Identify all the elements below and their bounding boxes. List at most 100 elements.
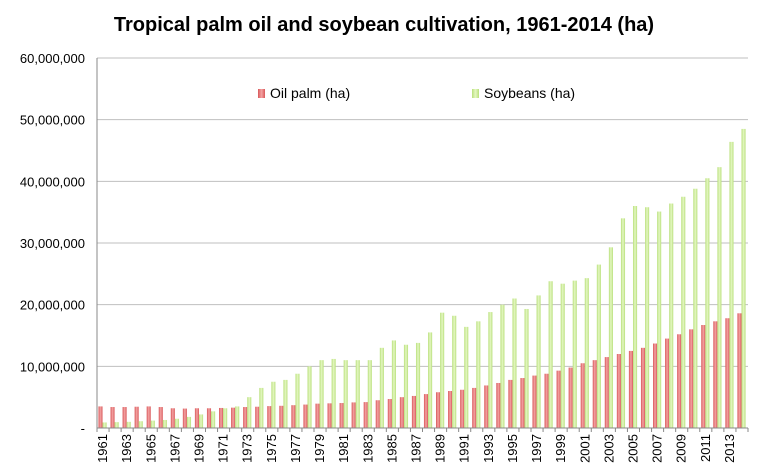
x-tick-label: 1985 [384, 434, 399, 463]
x-tick-label: 1979 [312, 434, 327, 463]
bar-oil-palm [303, 404, 308, 428]
bar-soybeans [669, 203, 674, 428]
x-tick-label: 1981 [336, 434, 351, 463]
bar-oil-palm [556, 370, 561, 428]
bar-soybeans [367, 360, 372, 428]
y-tick-label: 40,000,000 [20, 174, 85, 189]
bar-soybeans [572, 280, 577, 428]
x-tick-label: 1973 [240, 434, 255, 463]
bar-soybeans [657, 211, 662, 428]
x-tick-label: 1961 [95, 434, 110, 463]
bar-soybeans [500, 304, 505, 428]
bar-oil-palm [327, 403, 332, 428]
bar-oil-palm [653, 343, 658, 428]
x-tick-label: 1969 [191, 434, 206, 463]
x-tick-label: 2009 [674, 434, 689, 463]
bar-soybeans [620, 218, 626, 428]
bar-oil-palm [508, 379, 513, 428]
bar-oil-palm [677, 334, 682, 428]
x-tick-label: 1987 [408, 434, 423, 463]
bar-oil-palm [291, 405, 296, 428]
bar-oil-palm [592, 360, 597, 428]
x-tick-label: 1983 [360, 434, 375, 463]
bar-oil-palm [725, 318, 730, 428]
legend-label-oil-palm: Oil palm (ha) [270, 85, 350, 101]
bar-soybeans [488, 312, 493, 428]
bar-oil-palm [472, 387, 477, 428]
bar-soybeans [476, 321, 481, 428]
x-tick-label: 2003 [601, 434, 616, 463]
bar-soybeans [452, 315, 457, 428]
bar-soybeans [632, 206, 638, 428]
bar-soybeans [560, 283, 565, 428]
bar-soybeans [235, 406, 240, 428]
bar-oil-palm [146, 406, 151, 428]
x-axis: 1961 1963 1965 1967 1969 1971 1973 1975 1977 1979… [95, 427, 749, 463]
bar-oil-palm [460, 389, 465, 428]
bar-soybeans [307, 366, 312, 428]
y-axis: - 10,000,000 20,000,000 30,000,000 40,000,00… [20, 51, 98, 436]
bar-oil-palm [580, 363, 585, 428]
bar-soybeans [729, 141, 734, 428]
bar-soybeans [174, 418, 179, 428]
y-tick-label: 20,000,000 [20, 298, 85, 313]
bar-oil-palm [206, 408, 212, 428]
bar-oil-palm [363, 402, 368, 428]
y-tick-label: 50,000,000 [20, 113, 85, 128]
legend-label-soybeans: Soybeans (ha) [484, 85, 575, 101]
bar-oil-palm [520, 378, 525, 428]
x-tick-label: 2013 [722, 434, 737, 463]
bar-oil-palm [640, 347, 646, 428]
bar-soybeans [548, 281, 553, 428]
x-tick-label: 1989 [433, 434, 448, 463]
bar-oil-palm [436, 392, 441, 428]
bar-oil-palm [98, 406, 103, 428]
bar-soybeans [440, 312, 445, 428]
bar-soybeans [681, 196, 686, 428]
bar-soybeans [391, 340, 396, 428]
bar-oil-palm [122, 407, 127, 428]
bar-soybeans [428, 332, 433, 428]
bar-oil-palm [255, 406, 260, 428]
y-tick-label: 60,000,000 [20, 51, 85, 66]
bar-soybeans [536, 295, 541, 428]
bar-soybeans [717, 167, 722, 428]
bar-soybeans [223, 408, 228, 428]
bar-oil-palm [351, 402, 356, 428]
bar-soybeans [114, 422, 119, 428]
bar-soybeans [379, 347, 384, 428]
bar-oil-palm [701, 325, 706, 428]
x-tick-label: 1995 [505, 434, 520, 463]
x-tick-label: 1991 [457, 434, 472, 463]
bar-oil-palm [279, 405, 284, 428]
x-tick-label: 2005 [625, 434, 640, 463]
bar-oil-palm [616, 354, 621, 428]
bar-oil-palm [387, 399, 392, 428]
bar-oil-palm [532, 375, 537, 428]
x-tick-label: 1971 [216, 434, 231, 463]
bar-oil-palm [689, 329, 694, 428]
gridlines [97, 57, 748, 429]
bar-oil-palm [134, 406, 139, 428]
bar-soybeans [247, 397, 252, 428]
bar-soybeans [138, 421, 143, 428]
y-tick-label: 30,000,000 [20, 236, 85, 251]
bar-soybeans [259, 387, 264, 428]
legend-swatch-soybeans [472, 89, 479, 98]
bar-oil-palm [219, 407, 224, 428]
bar-soybeans [524, 308, 529, 428]
bar-soybeans [705, 178, 710, 428]
bar-soybeans [319, 360, 324, 428]
bar-oil-palm [194, 408, 199, 428]
bar-soybeans [295, 373, 300, 428]
bar-soybeans [271, 381, 276, 428]
legend-swatch-oil-palm [258, 89, 265, 98]
bar-oil-palm [267, 406, 272, 428]
bar-soybeans [343, 360, 348, 428]
bar-soybeans [198, 414, 204, 428]
bar-soybeans [331, 358, 336, 428]
bar-oil-palm [544, 373, 549, 428]
bar-oil-palm [604, 357, 609, 428]
x-tick-label: 2007 [650, 434, 665, 463]
x-tick-label: 1963 [119, 434, 134, 463]
